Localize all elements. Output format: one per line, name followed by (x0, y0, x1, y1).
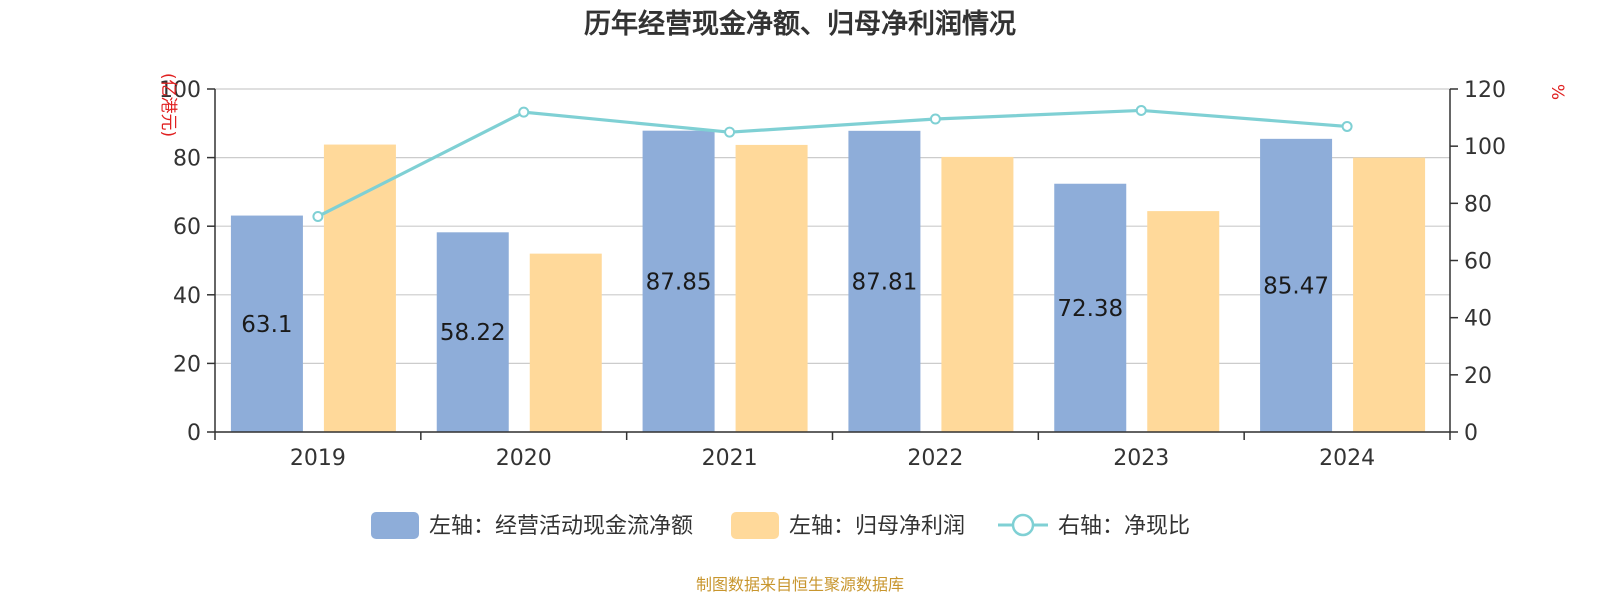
bar-net-profit (941, 156, 1014, 432)
bar-data-label: 58.22 (440, 320, 506, 346)
legend-label-ratio: 右轴：净现比 (1058, 514, 1190, 539)
ratio-point (929, 113, 941, 125)
legend: 左轴：经营活动现金流净额 左轴：归母净利润 右轴：净现比 (371, 512, 1190, 539)
legend-swatch-ratio-marker (1011, 513, 1035, 537)
ratio-line-group (312, 104, 1353, 222)
bar-data-label: 87.81 (851, 269, 917, 295)
bar-data-label: 87.85 (646, 269, 712, 295)
bar-net-profit (1147, 211, 1220, 432)
bar-data-label: 63.1 (241, 312, 292, 338)
legend-swatch-net-profit (731, 512, 779, 539)
axes: 0 20 40 60 80 100 0 20 40 60 80 100 120 2019 2020 2021 2… (159, 78, 1506, 471)
x-tick-label: 2023 (1113, 446, 1169, 471)
left-axis-unit: (亿港元) (158, 73, 178, 137)
right-tick-label: 60 (1464, 250, 1492, 275)
right-tick-label: 120 (1464, 78, 1506, 103)
legend-swatch-operating-cash-flow (371, 512, 419, 539)
ratio-point (312, 210, 324, 222)
left-tick-label: 80 (173, 147, 201, 172)
bar-operating-cash-flow (642, 130, 715, 432)
bar-operating-cash-flow (1260, 138, 1333, 433)
bar-net-profit (1353, 157, 1426, 432)
left-tick-label: 100 (159, 78, 201, 103)
bar-operating-cash-flow (848, 130, 921, 432)
bar-data-label: 85.47 (1263, 273, 1329, 299)
x-tick-label: 2020 (496, 446, 552, 471)
bar-operating-cash-flow (1054, 183, 1127, 432)
bar-data-label: 72.38 (1057, 296, 1123, 322)
bar-net-profit (529, 253, 602, 432)
left-tick-label: 60 (173, 215, 201, 240)
right-axis-unit: % (1547, 84, 1567, 100)
bar-group (230, 130, 1426, 433)
ratio-point (1341, 120, 1353, 132)
x-tick-label: 2024 (1319, 446, 1375, 471)
right-tick-label: 80 (1464, 192, 1492, 217)
bar-operating-cash-flow (436, 232, 509, 432)
bar-operating-cash-flow (230, 215, 303, 432)
source-note: 制图数据来自恒生聚源数据库 (696, 575, 904, 594)
chart-title: 历年经营现金净额、归母净利润情况 (584, 8, 1016, 40)
legend-label-net-profit: 左轴：归母净利润 (789, 514, 965, 539)
legend-label-operating-cash-flow: 左轴：经营活动现金流净额 (429, 514, 693, 539)
right-tick-label: 100 (1464, 135, 1506, 160)
right-tick-label: 20 (1464, 364, 1492, 389)
data-label-group: 63.1 58.22 87.85 87.81 72.38 85.47 (241, 269, 1329, 346)
bar-net-profit (735, 144, 808, 432)
right-tick-label: 0 (1464, 421, 1478, 446)
right-tick-label: 40 (1464, 307, 1492, 332)
bar-net-profit (323, 144, 396, 433)
ratio-point (724, 126, 736, 138)
left-tick-label: 40 (173, 284, 201, 309)
x-tick-label: 2022 (907, 446, 963, 471)
ratio-point (518, 106, 530, 118)
x-tick-label: 2021 (702, 446, 758, 471)
left-tick-label: 0 (187, 421, 201, 446)
ratio-point (1135, 104, 1147, 116)
ratio-line (317, 108, 1348, 218)
x-tick-label: 2019 (290, 446, 346, 471)
left-tick-label: 20 (173, 352, 201, 377)
